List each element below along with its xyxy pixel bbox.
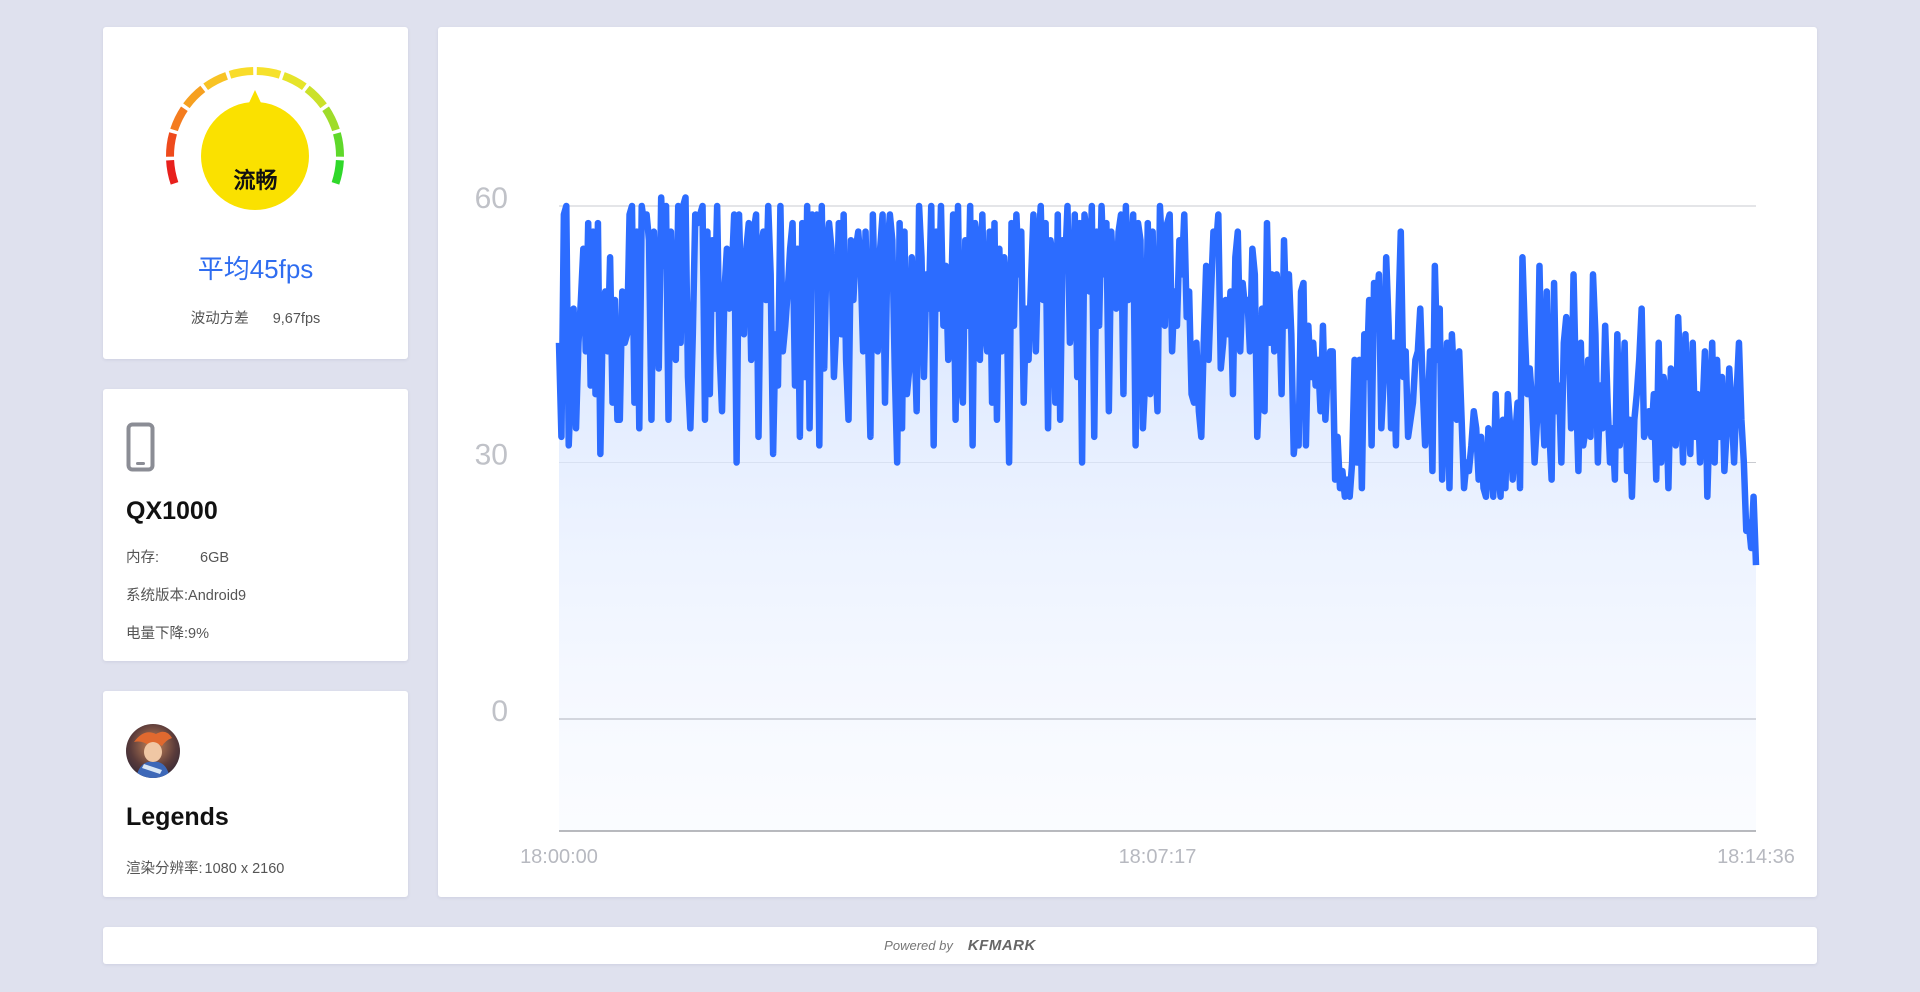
- smoothness-label: 流畅: [233, 168, 278, 193]
- gauge-segment: [281, 72, 307, 91]
- gauge-segment: [183, 85, 206, 109]
- brand-logo: KFMARK: [967, 937, 1036, 954]
- device-card: QX1000 内存: 6GB 系统版本:Android9 电量下降:9%: [103, 389, 408, 661]
- gauge-segment: [166, 159, 179, 185]
- device-name: QX1000: [126, 497, 218, 525]
- battery-value: 9%: [188, 626, 209, 642]
- game-name: Legends: [126, 803, 229, 831]
- gauge-segment: [166, 132, 177, 157]
- os-value: Android9: [188, 588, 247, 604]
- fps-area: [559, 197, 1756, 831]
- smoothness-gauge: [166, 67, 344, 210]
- memory-label: 内存:: [126, 550, 160, 566]
- footer-bar: Powered by KFMARK: [103, 927, 1817, 964]
- gauge-pointer: [248, 90, 262, 105]
- game-avatar: [126, 724, 180, 778]
- memory-row: 内存: 6GB: [126, 546, 229, 567]
- os-row: 系统版本:Android9: [126, 584, 246, 605]
- fps-chart-card: 0 30 60 18:00:00 18:07:17 18:14:36: [438, 27, 1817, 897]
- fps-line-chart: 0 30 60 18:00:00 18:07:17 18:14:36: [475, 182, 1795, 868]
- resolution-label: 渲染分辨率:: [126, 861, 203, 877]
- y-tick-label: 60: [475, 182, 508, 215]
- gauge-segment: [228, 67, 254, 79]
- fps-summary-card: 流畅 平均45fps 波动方差 9,67fps: [103, 27, 408, 359]
- resolution-value: 1080 x 2160: [204, 861, 285, 877]
- phone-icon: [126, 422, 155, 472]
- powered-by-text: Powered by: [884, 938, 953, 953]
- average-fps: 平均45fps: [197, 254, 314, 284]
- y-tick-label: 30: [475, 439, 508, 472]
- variance-label: 波动方差: [190, 311, 249, 327]
- variance-value: 9,67fps: [272, 311, 321, 327]
- os-label: 系统版本:: [126, 588, 189, 604]
- memory-value: 6GB: [200, 550, 230, 566]
- battery-row: 电量下降:9%: [126, 622, 209, 643]
- gauge-segment: [256, 67, 282, 79]
- powered-by: Powered by KFMARK: [103, 927, 1817, 964]
- y-tick-label: 0: [491, 695, 508, 728]
- gauge-segment: [333, 132, 344, 157]
- gauge-segment: [331, 159, 344, 185]
- resolution-row: 渲染分辨率: 1080 x 2160: [126, 857, 284, 878]
- x-tick-label: 18:07:17: [1119, 846, 1197, 868]
- fps-series-line: [555, 194, 1760, 566]
- battery-label: 电量下降:: [126, 626, 189, 642]
- game-card: Legends 渲染分辨率: 1080 x 2160: [103, 691, 408, 897]
- fps-variance: 波动方差 9,67fps: [103, 307, 408, 328]
- gauge-segment: [170, 106, 188, 132]
- gauge-dial: [201, 102, 309, 210]
- x-tick-label: 18:00:00: [520, 846, 598, 868]
- gauge-segment: [322, 106, 340, 132]
- x-tick-label: 18:14:36: [1717, 846, 1795, 868]
- gauge-segment: [203, 72, 229, 91]
- gauge-segment: [304, 85, 327, 109]
